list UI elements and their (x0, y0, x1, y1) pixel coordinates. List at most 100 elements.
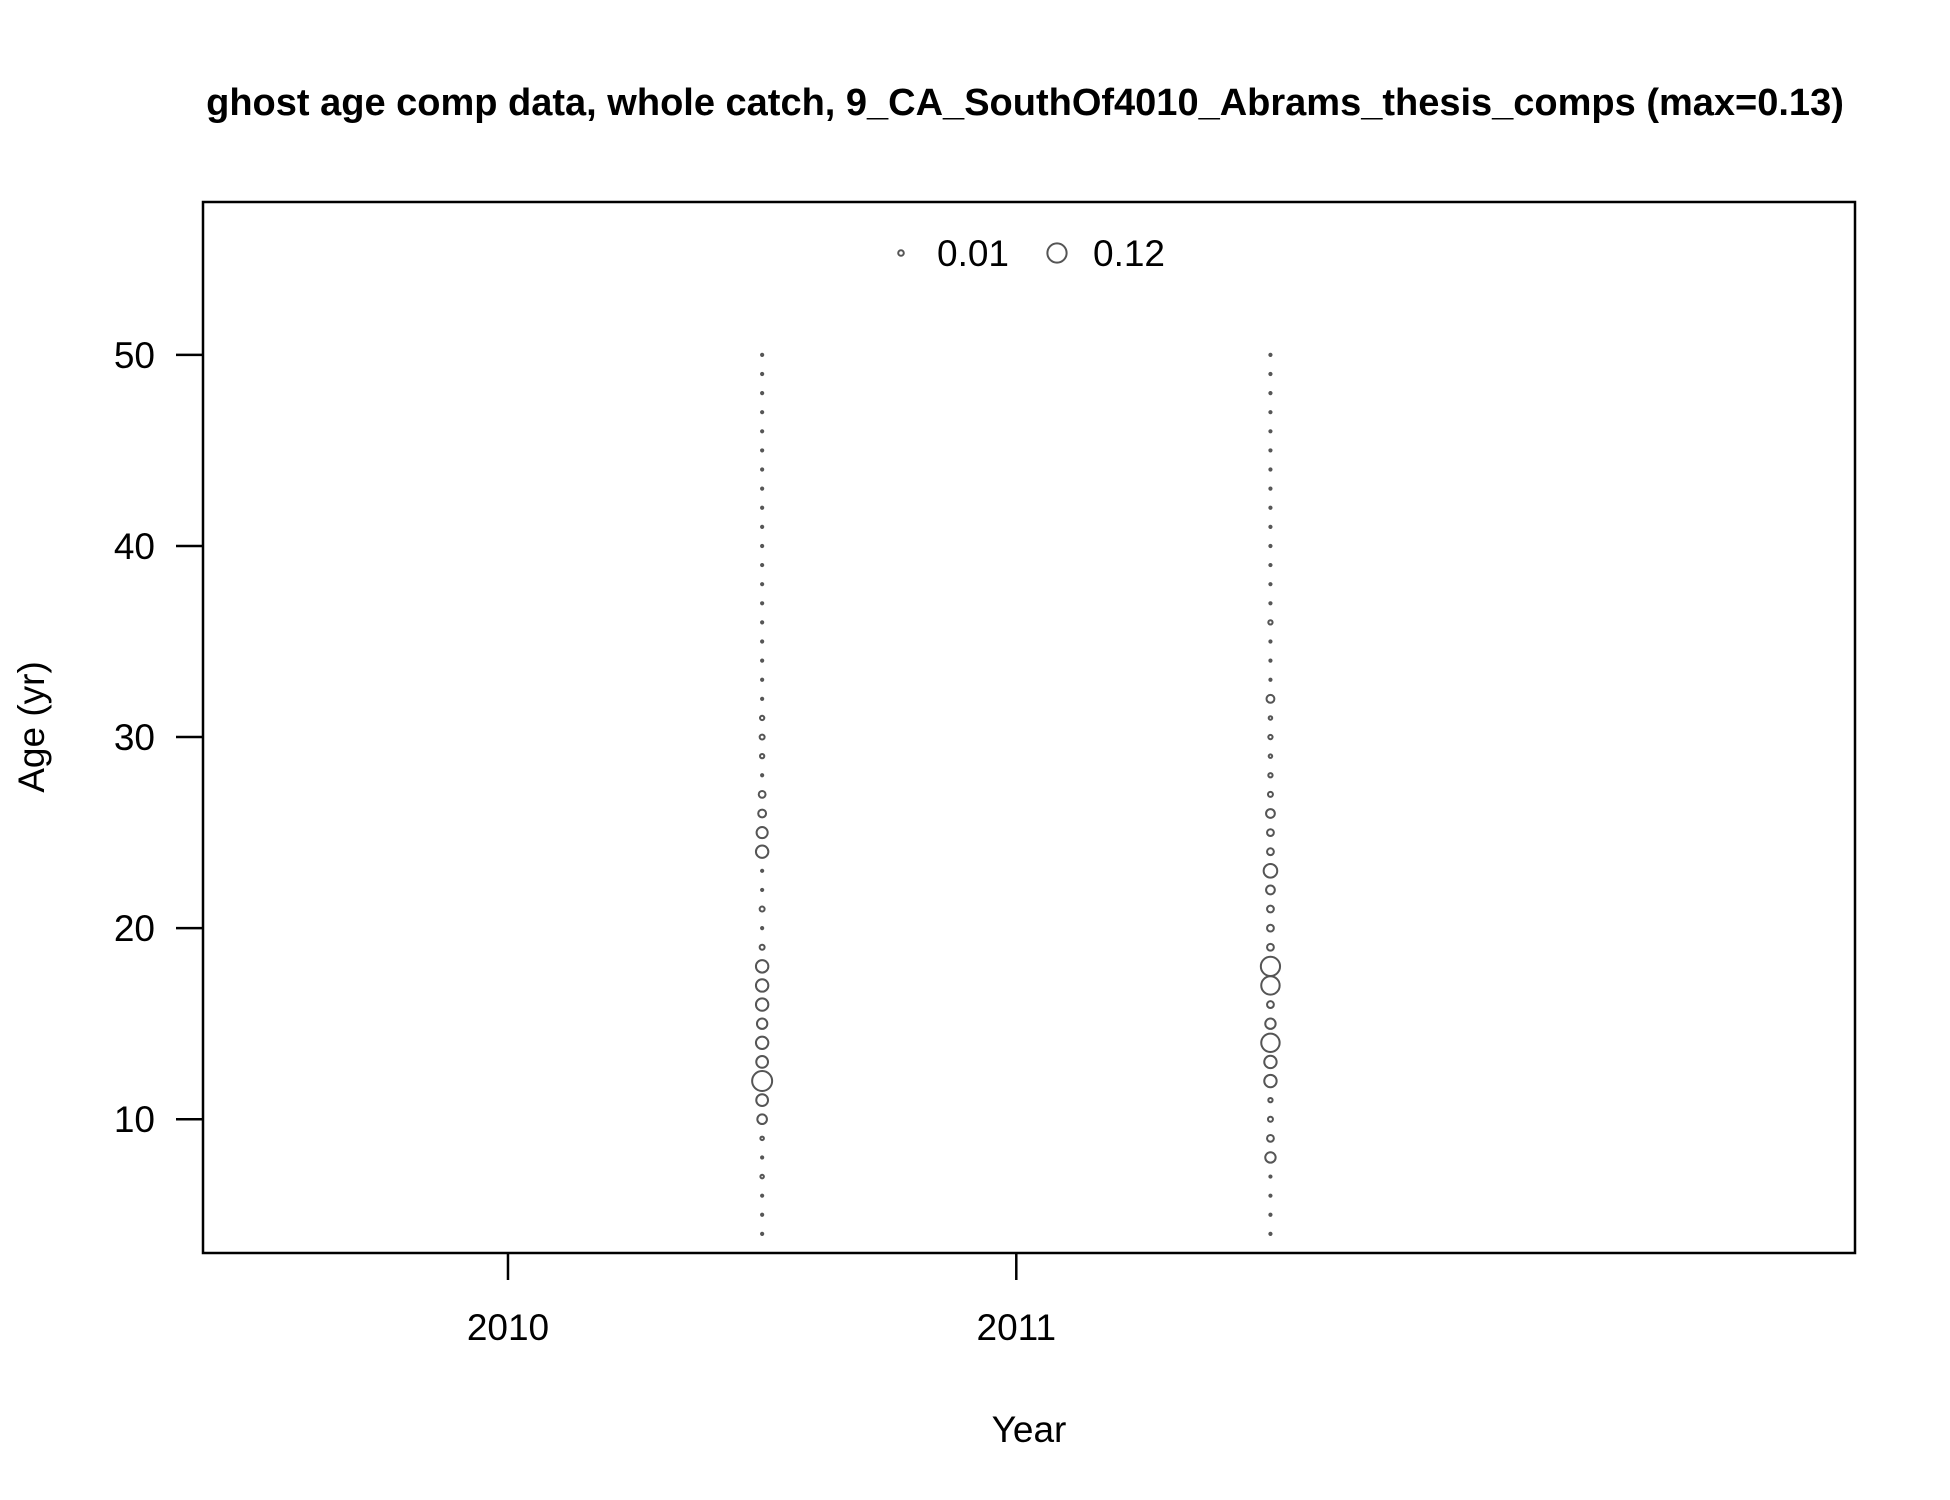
y-tick-label: 50 (114, 335, 155, 376)
bubble-point (754, 978, 770, 993)
bubble-point (760, 582, 765, 587)
plot-frame (201, 200, 1857, 1255)
bubble-point (760, 486, 765, 491)
bubble-point (757, 789, 767, 799)
bubble-point (1268, 486, 1273, 491)
bubble-point (760, 601, 765, 606)
bubble-point (1266, 1133, 1275, 1143)
y-tick-label: 30 (114, 717, 155, 758)
bubble-point (760, 1212, 765, 1217)
bubble-point (1267, 733, 1274, 741)
bubble-point (1264, 1151, 1277, 1164)
bubble-point (1268, 410, 1273, 415)
bubble-point (1268, 677, 1273, 682)
bubble-point (760, 371, 765, 377)
bubble-point (760, 658, 765, 663)
bubble-point (1266, 828, 1275, 837)
bubble-point (760, 677, 765, 682)
bubble-point (758, 733, 766, 741)
bubble-point (756, 1113, 768, 1126)
bubble-point (1260, 1032, 1281, 1053)
bubble-point (1266, 790, 1274, 798)
bubble-point (1267, 772, 1274, 779)
y-tick-label: 20 (114, 908, 155, 949)
bubble-layer (751, 352, 1282, 1236)
bubble-point (755, 1093, 770, 1108)
bubble-point (760, 1155, 765, 1160)
bubble-point (754, 844, 770, 859)
bubble-point (754, 959, 770, 974)
bubble-point (1266, 1000, 1275, 1009)
bubble-point (1268, 1174, 1273, 1179)
bubble-point (759, 1173, 765, 1180)
bubble-point (760, 887, 765, 893)
bubble-point (760, 562, 765, 568)
bubble-point (1266, 1115, 1274, 1123)
bubble-point (757, 808, 768, 819)
bubble-point (1267, 753, 1274, 759)
bubble-point (1263, 1054, 1278, 1070)
legend-marker-large (1046, 242, 1068, 264)
bubble-point (1268, 429, 1273, 434)
bubble-point (760, 467, 765, 472)
bubble-point (760, 773, 765, 778)
bubble-point (1266, 904, 1275, 914)
bubble-point (760, 926, 765, 931)
bubble-point (1268, 582, 1273, 587)
bubble-point (1268, 639, 1273, 644)
bubble-point (1267, 715, 1274, 721)
legend-label-small: 0.01 (937, 233, 1009, 274)
bubble-point (1268, 467, 1273, 472)
bubble-point (1259, 955, 1282, 977)
bubble-point (1266, 942, 1275, 952)
bubble-point (1263, 1073, 1278, 1089)
bubble-point (759, 1135, 765, 1142)
bubble-point (1265, 884, 1276, 896)
bubble-point (760, 639, 765, 644)
bubble-point (1268, 390, 1273, 396)
x-axis: 2010 2011 (467, 1253, 1056, 1348)
legend: 0.01 0.12 (897, 233, 1165, 274)
bubble-point (1262, 863, 1279, 879)
bubble-point (755, 1017, 769, 1030)
bubble-point (1268, 1231, 1273, 1236)
x-tick-label: 2011 (977, 1307, 1057, 1348)
bubble-point (1268, 601, 1273, 606)
bubble-point (760, 1231, 765, 1236)
bubble-point (1268, 524, 1273, 529)
bubble-point (760, 696, 765, 701)
bubble-point (758, 943, 766, 951)
y-tick-label: 40 (114, 526, 155, 567)
bubble-point (1268, 352, 1273, 357)
y-tick-label: 10 (114, 1099, 155, 1140)
bubble-point (1260, 975, 1281, 996)
bubble-point (755, 1055, 770, 1069)
bubble-point (751, 1070, 774, 1093)
bubble-point (1268, 1212, 1273, 1217)
bubble-point (760, 1193, 765, 1198)
bubble-point (1264, 1017, 1277, 1030)
bubble-point (760, 543, 765, 549)
x-axis-label: Year (992, 1409, 1067, 1450)
bubble-point (760, 352, 765, 357)
bubble-point (755, 826, 769, 840)
bubble-point (1266, 847, 1275, 857)
chart-title: ghost age comp data, whole catch, 9_CA_S… (206, 82, 1844, 124)
bubble-point (1266, 923, 1275, 933)
bubble-point (1268, 562, 1273, 568)
bubble-point (758, 714, 766, 722)
bubble-point (1268, 543, 1273, 549)
bubble-point (760, 390, 765, 396)
bubble-point (1265, 808, 1276, 819)
bubble-point (760, 505, 765, 510)
bubble-point (1268, 505, 1273, 510)
bubble-point (1268, 658, 1273, 663)
bubble-point (1268, 448, 1273, 453)
bubble-point (1267, 1096, 1274, 1104)
y-axis: 10 20 30 40 50 (114, 335, 203, 1140)
bubble-point (760, 868, 765, 873)
x-tick-label: 2010 (467, 1307, 549, 1348)
bubble-point (760, 448, 765, 453)
